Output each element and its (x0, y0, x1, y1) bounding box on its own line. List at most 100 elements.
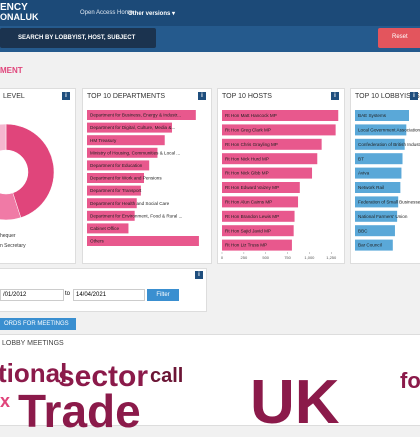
bar-label: Rt Hon Chris Grayling MP (225, 142, 278, 147)
charts: hequer n Secretary Department for Business… (0, 110, 420, 260)
legend-label: hequer (0, 233, 16, 239)
panel-title: TOP 10 LOBBYISTS (355, 93, 420, 100)
word: call (150, 365, 184, 387)
word: tional (0, 358, 68, 388)
reset-label: Reset (392, 34, 408, 40)
x-tick-label: 500 (262, 255, 269, 260)
panel-title: TOP 10 HOSTS (222, 93, 272, 100)
bar (87, 173, 144, 183)
bar (222, 196, 299, 208)
date-to[interactable]: 14/04/2021 (73, 289, 145, 301)
bar (222, 167, 313, 179)
bar (87, 198, 137, 209)
bar (87, 236, 199, 246)
nav-link[interactable]: Open Access Home (80, 10, 134, 16)
bar (87, 223, 129, 234)
bar (87, 210, 135, 221)
bar-label: Rt Hon Sajid Javid MP (225, 228, 271, 233)
bar-label: BAE Systems (358, 113, 387, 118)
bar-label: Cabinet Office (90, 226, 119, 231)
bar (355, 210, 398, 222)
bar-label: Department for Work and Pensions (90, 176, 162, 181)
bar (87, 147, 158, 158)
word: sector (58, 360, 149, 393)
x-tick-label: 250 (241, 255, 248, 260)
bar-label: Rt Hon Alun Cairns MP (225, 200, 272, 205)
info-icon[interactable]: i (410, 92, 418, 100)
donut-segment (0, 123, 7, 152)
word: x (0, 391, 11, 411)
section-title: MENT (0, 66, 23, 75)
bar (87, 135, 165, 146)
meetings-title: LOBBY MEETINGS (2, 340, 64, 347)
x-tick-label: 750 (284, 255, 291, 260)
bar (355, 225, 395, 237)
bar-label: National Farmers' Union (358, 214, 408, 219)
bar-label: Department for Environment, Food & Rural… (90, 213, 182, 218)
bar-label: Department for Transport (90, 188, 142, 193)
donut-segment (0, 192, 22, 221)
date-to-label: to (65, 291, 71, 297)
bar (87, 122, 172, 133)
bar (222, 239, 292, 251)
nav-dropdown[interactable]: Other versions ▾ (128, 11, 176, 17)
bar-label: Rt Hon Edward Vaizey MP (225, 185, 279, 190)
x-tick-label: 1,250 (326, 255, 337, 260)
bar-label: Aviva (358, 171, 370, 176)
panel-title: LEVEL (3, 93, 25, 100)
bar-label: HM Treasury (90, 138, 117, 143)
bar (222, 225, 294, 237)
bar-label: Others (90, 239, 104, 244)
bar-label: Rt Hon Nick Hurd MP (225, 156, 269, 161)
bar-label: Rt Hon Liz Truss MP (225, 243, 267, 248)
info-icon[interactable]: i (62, 92, 70, 100)
bar (87, 185, 141, 196)
meetings-panel (0, 334, 420, 426)
bar-label: Rt Hon Greg Clark MP (225, 128, 271, 133)
bar-label: BT (358, 156, 364, 161)
bar-label: Rt Hon Nick Gibb MP (225, 171, 269, 176)
bar (87, 110, 196, 120)
bar-label: Department for Digital, Culture, Media &… (90, 125, 175, 130)
word: UK (250, 368, 340, 437)
bar (87, 160, 150, 171)
bar (222, 210, 295, 222)
bar (222, 182, 300, 193)
bar (355, 196, 399, 208)
bar-label: Department for Business, Energy & Indust… (90, 113, 181, 118)
donut-segment (5, 123, 55, 218)
logo-bottom: ONALUK (0, 12, 39, 22)
records-button[interactable]: ORDS FOR MEETINGS (0, 318, 76, 330)
bar-label: BBC (358, 228, 368, 233)
info-icon[interactable]: i (331, 92, 339, 100)
word: fo (400, 368, 420, 393)
bar (355, 239, 393, 251)
legend-label: n Secretary (0, 243, 26, 249)
search-placeholder: SEARCH BY LOBBYIST, HOST, SUBJECT (18, 35, 136, 41)
bar (355, 153, 403, 165)
reset-button[interactable] (378, 28, 420, 48)
bar (222, 124, 336, 136)
date-from[interactable]: /01/2012 (0, 289, 64, 301)
bar-label: Ministry of Housing, Communities & Local… (90, 150, 180, 155)
info-icon[interactable]: i (195, 271, 203, 279)
x-tick-label: 0 (221, 255, 224, 260)
bar (355, 124, 407, 136)
word: Trade (18, 385, 141, 437)
bar-label: Bar Council (358, 243, 382, 248)
search-input[interactable] (0, 28, 156, 48)
bar (355, 167, 402, 179)
bar-label: Department for Education (90, 163, 143, 168)
filter-button[interactable]: Filter (147, 289, 179, 301)
bar-label: Department for Health and Social Care (90, 201, 170, 206)
bar-label: Rt Hon Matt Hancock MP (225, 113, 277, 118)
info-icon[interactable]: i (198, 92, 206, 100)
x-tick-label: 1,000 (304, 255, 315, 260)
bar-label: Confederation of British Industry (358, 142, 420, 147)
nav-bar (0, 0, 420, 26)
bar-label: Network Rail (358, 185, 384, 190)
bar-label: Rt Hon Brandon Lewis MP (225, 214, 279, 219)
bar-label: Federation of Small Businesses (358, 200, 420, 205)
bar (222, 153, 318, 165)
